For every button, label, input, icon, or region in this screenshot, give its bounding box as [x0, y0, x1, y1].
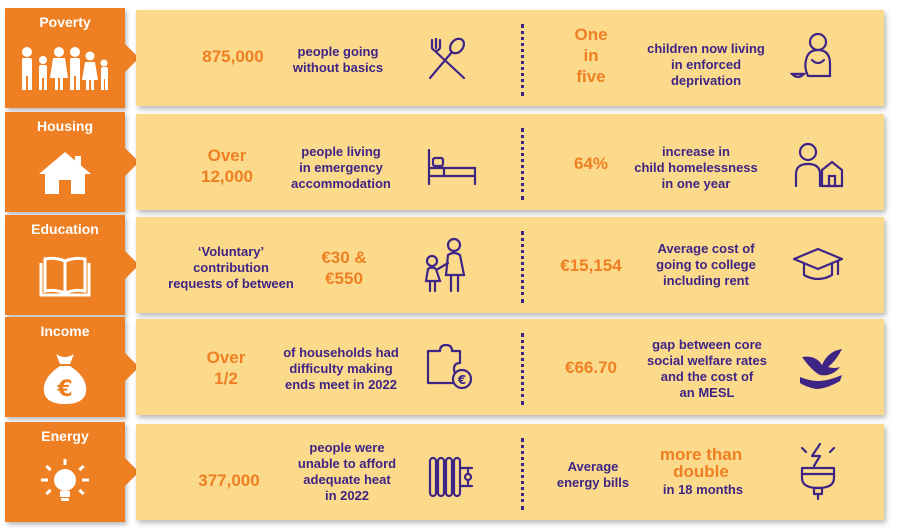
category-tab-poverty: Poverty — [5, 8, 125, 108]
category-label: Income — [40, 323, 90, 339]
right-stat: One in five — [574, 25, 608, 86]
book-icon — [5, 245, 125, 307]
category-label: Housing — [37, 118, 93, 134]
tab-arrow — [125, 458, 139, 486]
right-text: increase in child homelessness in one ye… — [634, 144, 758, 191]
row-housing: Housing Over 12,000 people living in eme… — [0, 112, 907, 212]
row-education: Education ‘Voluntary’ contribution reque… — [0, 215, 907, 315]
divider — [521, 231, 524, 303]
category-label: Energy — [41, 428, 89, 444]
tab-arrow — [125, 44, 139, 72]
radiator-icon — [428, 454, 476, 507]
bed-icon — [426, 146, 478, 191]
divider — [521, 24, 524, 96]
left-stat: €30 & €550 — [321, 248, 367, 288]
stats-panel: 377,000 people were unable to afford ade… — [136, 424, 884, 520]
row-poverty: Poverty 875,000 people going without bas… — [0, 8, 907, 108]
category-label: Education — [31, 221, 99, 237]
divider — [521, 438, 524, 510]
category-tab-energy: Energy — [5, 422, 125, 522]
bird-hands-icon — [798, 347, 844, 396]
right-text: gap between core social welfare rates an… — [647, 337, 767, 400]
left-text: people living in emergency accommodation — [291, 144, 391, 191]
money-bag-icon: € — [5, 347, 125, 409]
left-stat: 377,000 — [198, 471, 260, 490]
right-text: Average cost of going to college includi… — [656, 241, 756, 288]
divider — [521, 333, 524, 405]
family-icon — [5, 38, 125, 100]
row-energy: Energy 377,000 people were unable to aff… — [0, 422, 907, 522]
left-text: of households had difficulty making ends… — [283, 345, 399, 392]
row-income: Income € Over 1/2 of households had diff… — [0, 317, 907, 417]
stats-panel: Over 1/2 of households had difficulty ma… — [136, 319, 884, 415]
sad-child-icon — [789, 32, 840, 89]
right-stat: more than double — [659, 445, 743, 481]
category-tab-housing: Housing — [5, 112, 125, 212]
divider — [521, 128, 524, 200]
right-stat: 64% — [573, 154, 609, 173]
graduation-cap-icon — [792, 245, 844, 290]
svg-text:€: € — [56, 377, 72, 402]
left-text: ‘Voluntary’ contribution requests of bet… — [168, 244, 294, 291]
category-tab-education: Education — [5, 215, 125, 315]
right-stat: €15,154 — [560, 256, 622, 275]
left-text: people were unable to afford adequate he… — [297, 440, 397, 503]
category-tab-income: Income € — [5, 317, 125, 417]
svg-text:€: € — [457, 373, 466, 387]
right-stat: €66.70 — [565, 358, 617, 377]
left-stat: 875,000 — [202, 47, 264, 66]
right-text-suffix: in 18 months — [662, 482, 744, 497]
house-icon — [5, 142, 125, 204]
stats-panel: 875,000 people going without basics One … — [136, 10, 884, 106]
lightbulb-icon — [5, 452, 125, 514]
parent-child-icon — [420, 237, 472, 298]
stats-panel: Over 12,000 people living in emergency a… — [136, 114, 884, 210]
energy-plug-icon — [798, 442, 838, 505]
child-house-icon — [792, 140, 844, 195]
cutlery-icon — [424, 36, 470, 87]
left-stat: Over 1/2 — [206, 348, 246, 388]
left-stat: Over 12,000 — [201, 146, 253, 186]
category-label: Poverty — [39, 14, 91, 30]
tab-arrow — [125, 251, 139, 279]
puzzle-euro-icon: € — [424, 343, 474, 396]
tab-arrow — [125, 353, 139, 381]
right-text: children now living in enforced deprivat… — [647, 41, 765, 88]
stats-panel: ‘Voluntary’ contribution requests of bet… — [136, 217, 884, 313]
tab-arrow — [125, 148, 139, 176]
left-text: people going without basics — [292, 44, 384, 75]
right-text: Average energy bills — [556, 459, 630, 490]
